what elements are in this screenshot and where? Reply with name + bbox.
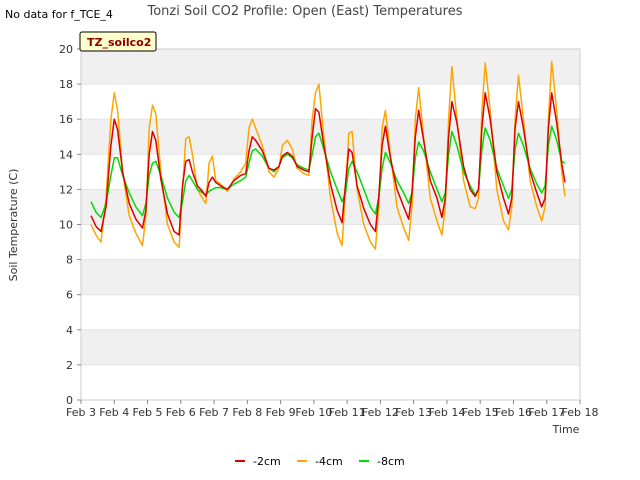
x-tick-label: Feb 16 [495, 406, 532, 419]
x-tick-label: Feb 4 [99, 406, 129, 419]
x-tick-label: Feb 14 [428, 406, 465, 419]
y-tick-label: 10 [59, 219, 73, 232]
x-tick-label: Feb 18 [562, 406, 599, 419]
y-tick-label: 0 [66, 394, 73, 407]
y-axis: 0 2 4 6 8 10 12 14 16 18 20 [59, 43, 81, 407]
badge-label: TZ_soilco2 [87, 36, 151, 49]
legend: -2cm -4cm -8cm [235, 455, 405, 468]
series-line-8cm [90, 125, 566, 219]
badge: TZ_soilco2 [79, 31, 157, 52]
grid-band [81, 49, 580, 85]
x-tick-label: Feb 15 [462, 406, 499, 419]
grid-band [81, 259, 580, 295]
y-tick-label: 20 [59, 43, 73, 56]
x-tick-label: Feb 6 [166, 406, 196, 419]
x-tick-label: Feb 10 [295, 406, 332, 419]
y-tick-label: 12 [59, 183, 73, 196]
x-tick-label: Feb 8 [232, 406, 262, 419]
grid-band [81, 119, 580, 155]
x-tick-label: Feb 11 [329, 406, 366, 419]
x-tick-label: Feb 3 [66, 406, 96, 419]
x-axis-title: Time [552, 423, 580, 436]
y-tick-label: 6 [66, 289, 73, 302]
x-tick-label: Feb 9 [266, 406, 296, 419]
x-axis: Feb 3 Feb 4 Feb 5 Feb 6 Feb 7 Feb 8 Feb 9 Feb 1… [66, 400, 598, 419]
y-tick-label: 18 [59, 78, 73, 91]
nodata-note: No data for f_TCE_4 [5, 8, 113, 21]
y-tick-label: 8 [66, 254, 73, 267]
y-tick-label: 14 [59, 148, 73, 161]
grid-bands [81, 48, 580, 401]
x-tick-label: Feb 12 [362, 406, 399, 419]
legend-label: -4cm [315, 455, 343, 468]
x-tick-label: Feb 7 [199, 406, 229, 419]
x-tick-label: Feb 13 [395, 406, 432, 419]
series-line-2cm [90, 92, 566, 236]
legend-label: -8cm [377, 455, 405, 468]
chart-title: Tonzi Soil CO2 Profile: Open (East) Temp… [146, 4, 462, 19]
x-tick-label: Feb 17 [528, 406, 565, 419]
grid-band [81, 329, 580, 365]
series-layer [90, 60, 566, 250]
badge-box [79, 31, 157, 52]
y-tick-label: 16 [59, 113, 73, 126]
y-axis-title: Soil Temperature (C) [7, 169, 20, 282]
y-tick-label: 2 [66, 359, 73, 372]
legend-label: -2cm [253, 455, 281, 468]
x-tick-label: Feb 5 [133, 406, 163, 419]
y-tick-label: 4 [66, 324, 73, 337]
